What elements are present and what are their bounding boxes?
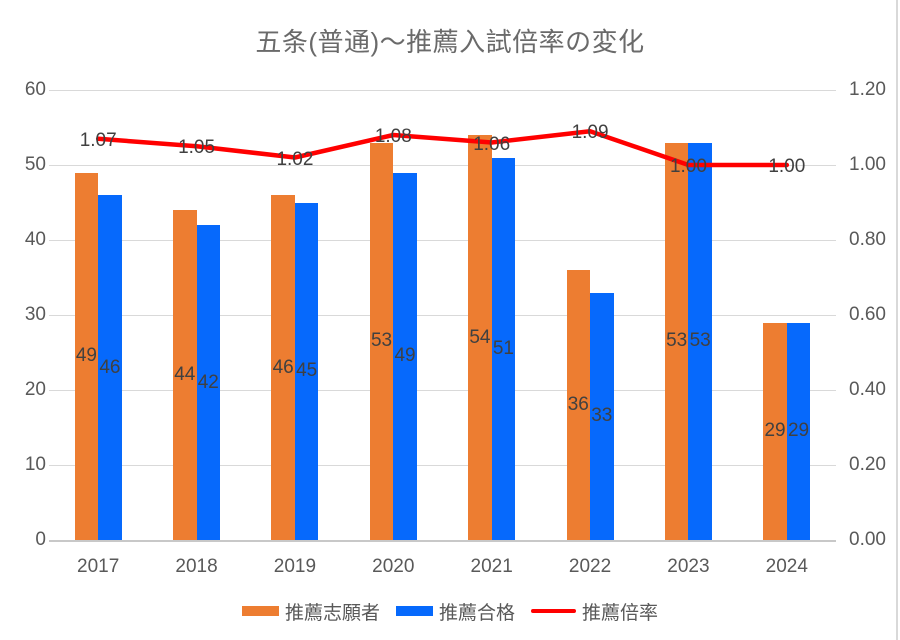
right-axis-tick-label: 0.00 — [849, 529, 886, 550]
right-axis-tick-label: 0.20 — [849, 454, 886, 475]
bar-推薦志願者[interactable] — [763, 322, 787, 540]
bar-推薦合格[interactable] — [294, 202, 319, 540]
x-axis-line — [49, 539, 836, 542]
right-axis-tick-label: 0.80 — [849, 229, 886, 250]
bar-data-label: 51 — [492, 337, 515, 359]
bar-推薦志願者[interactable] — [173, 210, 197, 540]
gridline — [49, 90, 836, 91]
left-axis-tick-label: 40 — [24, 229, 46, 250]
bar-推薦合格[interactable] — [590, 292, 614, 540]
left-axis-tick-label: 10 — [24, 454, 46, 475]
bar-推薦志願者[interactable] — [74, 172, 99, 540]
line-data-label: 1.06 — [473, 133, 511, 155]
legend-label: 推薦合格 — [438, 602, 515, 624]
x-axis-category-label: 2018 — [175, 556, 218, 577]
legend-item-推薦合格[interactable]: 推薦合格 — [395, 598, 515, 625]
bar-推薦合格[interactable] — [196, 225, 221, 540]
gridline — [49, 315, 836, 316]
bar-data-label: 29 — [764, 420, 786, 442]
left-axis-tick-label: 20 — [24, 379, 46, 400]
x-axis-category-label: 2022 — [568, 556, 612, 577]
bar-data-label: 45 — [296, 360, 318, 382]
bar-data-label: 46 — [99, 356, 121, 378]
pane-right-border — [896, 0, 898, 640]
legend-label: 推薦志願者 — [284, 602, 380, 624]
gridline — [49, 165, 836, 166]
legend-label: 推薦倍率 — [582, 602, 659, 624]
right-axis-tick-label: 0.40 — [849, 379, 886, 400]
right-axis-tick-label: 0.60 — [849, 304, 886, 325]
bar-data-label: 53 — [666, 330, 688, 352]
bar-推薦志願者[interactable] — [369, 142, 394, 540]
gridline — [49, 465, 836, 466]
left-axis-tick-label: 50 — [24, 154, 46, 175]
line-data-label: 1.02 — [276, 148, 314, 170]
bar-推薦合格[interactable] — [786, 322, 811, 540]
x-axis-category-label: 2017 — [77, 556, 120, 577]
legend-bar-swatch — [241, 606, 279, 616]
bar-data-label: 46 — [272, 356, 294, 378]
x-axis-category-label: 2020 — [372, 556, 415, 577]
line-data-label: 1.00 — [669, 156, 707, 177]
bar-data-label: 53 — [689, 330, 711, 352]
line-data-label: 1.09 — [571, 122, 609, 144]
legend-item-推薦志願者[interactable]: 推薦志願者 — [241, 598, 380, 625]
left-axis-tick-label: 60 — [24, 79, 46, 100]
left-axis-tick-label: 0 — [35, 529, 46, 550]
bar-推薦合格[interactable] — [491, 157, 516, 540]
line-data-label: 1.07 — [79, 129, 117, 151]
line-data-label: 1.08 — [374, 126, 412, 147]
chart-legend: 推薦志願者 推薦合格 推薦倍率 — [0, 597, 900, 625]
bar-推薦志願者[interactable] — [664, 142, 689, 540]
right-axis-tick-label: 1.00 — [849, 154, 886, 175]
gridline — [49, 240, 836, 241]
bar-data-label: 54 — [469, 326, 491, 348]
bar-data-label: 42 — [197, 371, 219, 393]
bar-data-label: 33 — [591, 405, 613, 427]
legend-item-推薦倍率[interactable]: 推薦倍率 — [531, 598, 658, 625]
bar-推薦志願者[interactable] — [271, 195, 295, 540]
line-data-label: 1.00 — [768, 156, 806, 177]
bar-data-label: 53 — [370, 330, 393, 352]
left-axis-tick-label: 30 — [24, 304, 46, 325]
bar-推薦合格[interactable] — [393, 172, 417, 540]
bar-data-label: 49 — [394, 345, 416, 367]
bar-data-label: 49 — [75, 345, 98, 367]
bar-推薦合格[interactable] — [688, 142, 712, 540]
bar-data-label: 36 — [567, 394, 589, 415]
chart-title: 五条(普通)〜推薦入試倍率の変化 — [255, 27, 645, 57]
right-axis-tick-label: 1.20 — [849, 79, 886, 100]
legend-bar-swatch — [395, 606, 433, 616]
x-axis-category-label: 2023 — [667, 556, 710, 577]
legend-line-swatch — [531, 608, 576, 614]
x-axis-category-label: 2021 — [470, 556, 513, 577]
line-data-label: 1.05 — [178, 137, 216, 159]
bar-data-label: 29 — [787, 420, 810, 442]
x-axis-category-label: 2019 — [273, 556, 317, 577]
x-axis-category-label: 2024 — [765, 556, 808, 577]
gridline — [49, 390, 836, 391]
bar-推薦志願者[interactable] — [468, 135, 492, 540]
bar-推薦志願者[interactable] — [566, 270, 591, 540]
bar-data-label: 44 — [174, 364, 196, 385]
bar-推薦合格[interactable] — [98, 195, 122, 540]
